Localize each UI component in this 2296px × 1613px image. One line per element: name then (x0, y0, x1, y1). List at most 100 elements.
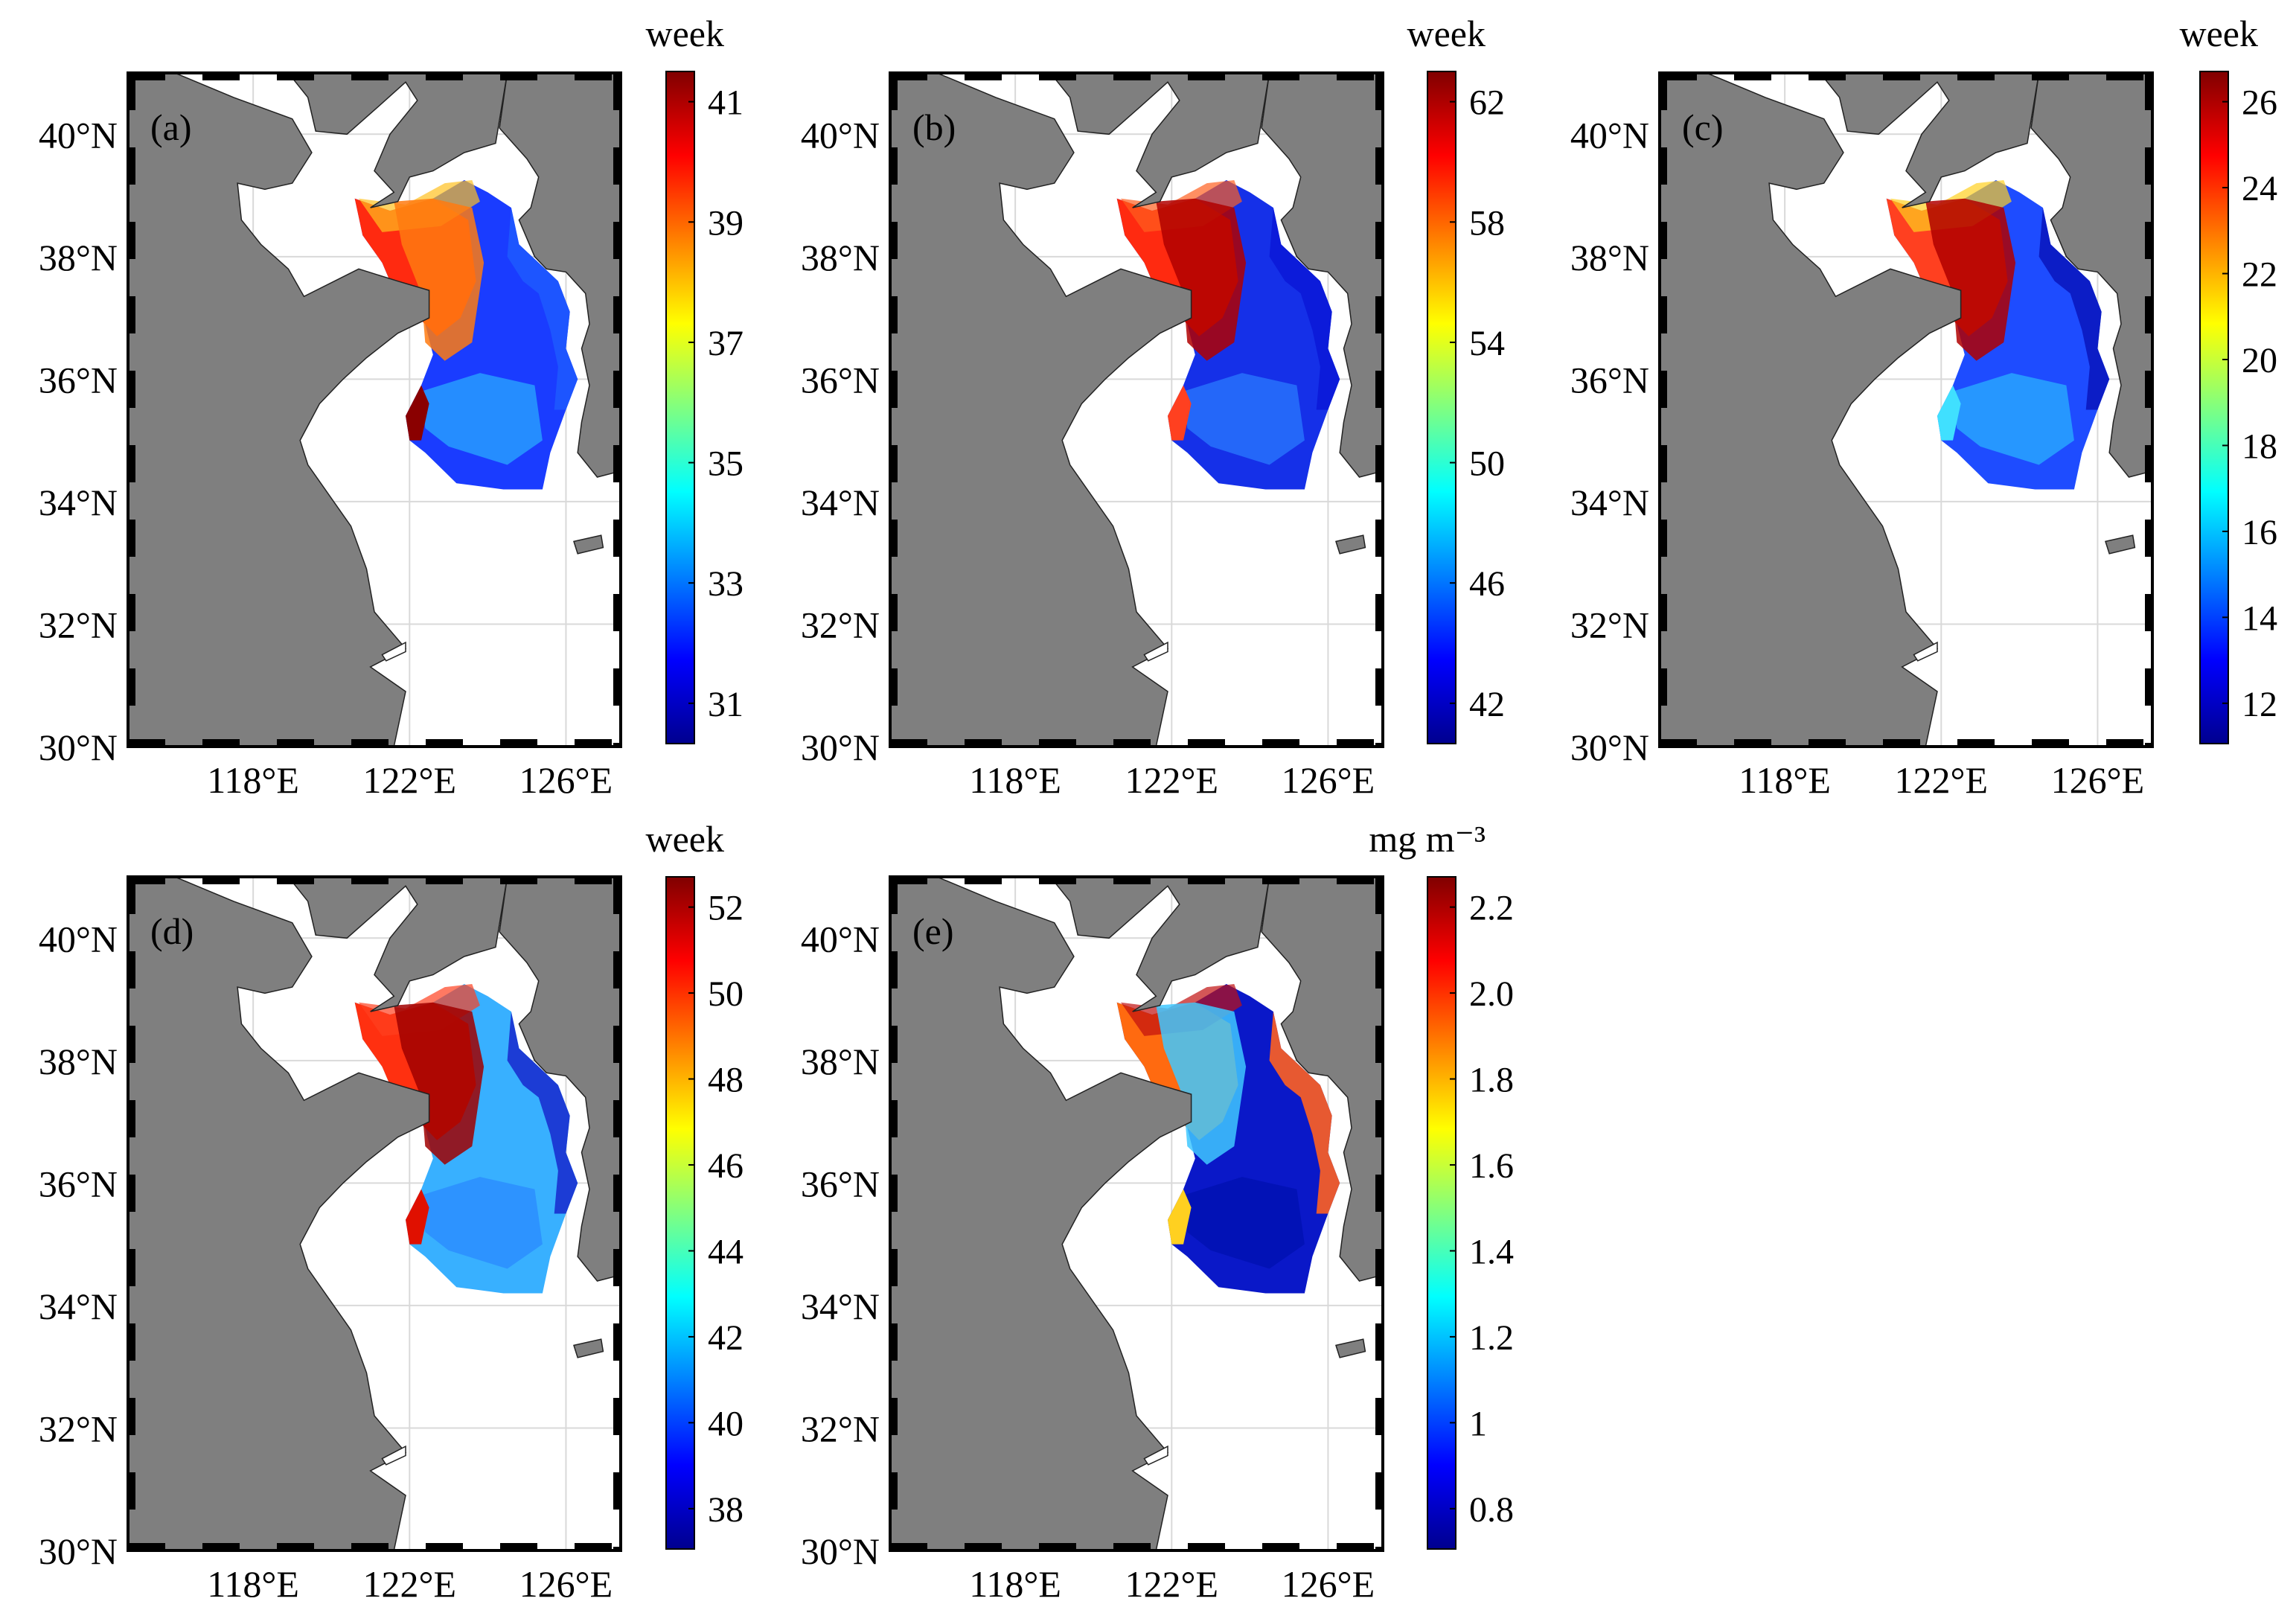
colorbar-tick-label: 1 (1469, 1404, 1487, 1443)
colorbar-unit: week (646, 13, 725, 54)
map-panel-a: (a) 30°N 32°N 34°N 36°N 38°N 40°N 118°E 122°E 126… (39, 13, 744, 801)
lat-tick-label: 40°N (801, 918, 880, 959)
lat-tick-label: 38°N (39, 237, 118, 278)
land-liaodong (1660, 73, 2040, 208)
panel-label: (a) (150, 106, 192, 148)
lon-tick-label: 126°E (1282, 759, 1375, 801)
lat-tick-label: 30°N (801, 1530, 880, 1572)
lon-tick-label: 122°E (363, 759, 457, 801)
colorbar-tick-label: 0.8 (1469, 1490, 1514, 1530)
lat-tick-label: 36°N (39, 359, 118, 400)
data-region-korea-edge (2038, 208, 2110, 410)
panel-label: (c) (1682, 106, 1724, 148)
lon-tick-label: 118°E (969, 759, 1061, 801)
colorbar-tick-label: 22 (2242, 255, 2277, 295)
lon-tick-label: 118°E (207, 1563, 299, 1605)
colorbar: 38 40 42 44 46 48 50 52 week (646, 818, 744, 1550)
lat-tick-label: 36°N (801, 359, 880, 400)
lat-tick-label: 34°N (801, 1285, 880, 1327)
colorbar-tick-label: 37 (708, 324, 744, 363)
colorbar-tick-label: 42 (1469, 685, 1505, 724)
colorbar-tick-label: 1.4 (1469, 1232, 1514, 1271)
data-region-southwest (1937, 385, 1961, 441)
land-liaodong (128, 877, 508, 1012)
data-overlay (354, 984, 578, 1294)
lat-tick-label: 34°N (39, 482, 118, 523)
lat-tick-label: 38°N (39, 1041, 118, 1082)
lat-tick-label: 38°N (801, 1041, 880, 1082)
lat-tick-label: 40°N (39, 918, 118, 959)
colorbar-tick-label: 62 (1469, 83, 1505, 123)
lat-tick-label: 38°N (1570, 237, 1649, 278)
colorbar-tick-label: 18 (2242, 427, 2277, 466)
lon-tick-label: 118°E (207, 759, 299, 801)
land-chongming (1143, 1445, 1168, 1466)
data-region-korea-edge (507, 1012, 578, 1214)
colorbar-tick-label: 50 (1469, 444, 1505, 484)
land-korea (499, 877, 621, 1282)
data-region-core (394, 1002, 485, 1165)
lat-tick-label: 30°N (39, 1530, 118, 1572)
land-korea (499, 73, 621, 478)
colorbar-scale (2199, 71, 2229, 744)
colorbar-tick-label: 1.2 (1469, 1318, 1514, 1358)
lat-tick-label: 30°N (39, 726, 118, 768)
colorbar-scale (1427, 71, 1456, 744)
map-panel-e: (e) 30°N 32°N 34°N 36°N 38°N 40°N 118°E 122°E 126… (801, 818, 1514, 1605)
lon-tick-label: 126°E (519, 1563, 613, 1605)
colorbar-tick-label: 50 (708, 974, 744, 1014)
land-liaodong (890, 73, 1270, 208)
lat-tick-label: 36°N (1570, 359, 1649, 400)
map-area (128, 877, 621, 1550)
lat-tick-label: 38°N (801, 237, 880, 278)
colorbar-scale (665, 876, 695, 1550)
colorbar-tick-label: 42 (708, 1318, 744, 1358)
colorbar-tick-label: 48 (708, 1061, 744, 1100)
land-korea (1261, 73, 1383, 478)
colorbar-tick-label: 24 (2242, 169, 2277, 208)
colorbar-tick-label: 14 (2242, 598, 2277, 638)
colorbar-tick-label: 58 (1469, 203, 1505, 243)
colorbar-tick-label: 31 (708, 685, 744, 724)
data-region-southwest (406, 385, 429, 441)
lat-tick-label: 30°N (801, 726, 880, 768)
land-jeju (573, 534, 604, 555)
land-liaodong (890, 877, 1270, 1012)
colorbar: 0.8 1 1.2 1.4 1.6 1.8 2.0 2.2 mg m⁻³ (1369, 818, 1514, 1550)
colorbar-tick-label: 46 (708, 1146, 744, 1186)
data-region-south (1183, 373, 1305, 465)
lat-tick-label: 40°N (801, 114, 880, 156)
lat-tick-label: 32°N (801, 1408, 880, 1449)
lon-tick-label: 118°E (1739, 759, 1831, 801)
lon-tick-label: 122°E (1125, 759, 1219, 801)
lon-tick-label: 122°E (1895, 759, 1989, 801)
data-region-southwest (406, 1189, 429, 1245)
land-korea (2030, 73, 2152, 478)
data-region-southwest (1168, 1189, 1192, 1245)
colorbar-tick-label: 2.2 (1469, 889, 1514, 928)
data-overlay (1116, 984, 1340, 1294)
colorbar-tick-label: 52 (708, 889, 744, 928)
colorbar-tick-label: 46 (1469, 564, 1505, 604)
panel-label: (b) (912, 106, 956, 148)
colorbar-tick-label: 35 (708, 444, 744, 484)
colorbar-tick-label: 16 (2242, 513, 2277, 552)
data-region-korea-edge (507, 208, 578, 410)
panel-label: (e) (912, 910, 954, 952)
data-region-south (1183, 1177, 1305, 1269)
land-jeju (1335, 1338, 1366, 1358)
lon-tick-label: 126°E (2051, 759, 2145, 801)
land-chongming (381, 641, 406, 662)
colorbar-scale (1427, 876, 1456, 1550)
lat-tick-label: 30°N (1570, 726, 1649, 768)
colorbar-tick-label: 44 (708, 1232, 744, 1271)
colorbar: 31 33 35 37 39 41 week (646, 13, 744, 744)
colorbar-tick-label: 26 (2242, 83, 2277, 123)
lat-tick-label: 34°N (39, 1285, 118, 1327)
lon-tick-label: 126°E (519, 759, 613, 801)
lon-tick-label: 122°E (363, 1563, 457, 1605)
colorbar: 42 46 50 54 58 62 week (1407, 13, 1505, 744)
lat-tick-label: 34°N (801, 482, 880, 523)
land-jeju (573, 1338, 604, 1358)
